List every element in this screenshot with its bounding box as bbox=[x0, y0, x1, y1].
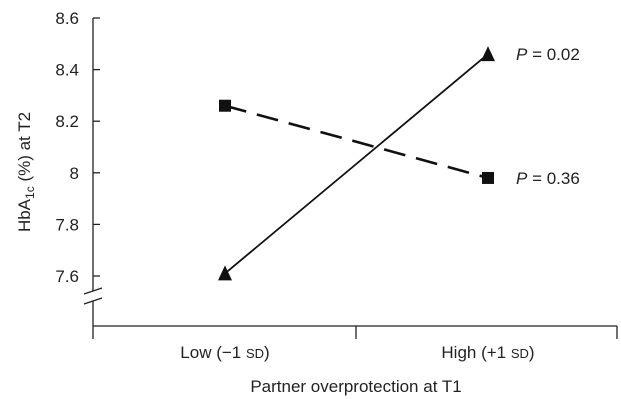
x-axis-title: Partner overprotection at T1 bbox=[250, 377, 461, 396]
y-tick-label: 8.4 bbox=[55, 61, 79, 80]
x-tick-label: High (+1 SD) bbox=[441, 343, 534, 362]
labels-layer: 7.6 7.8 8 8.2 8.4 8.6 Low (−1 SD) High (+1 SD) P… bbox=[15, 9, 580, 396]
axis-break-mark bbox=[83, 287, 103, 295]
data-point-square bbox=[219, 99, 231, 112]
y-tick-label: 8 bbox=[70, 164, 79, 183]
y-tick-label: 7.8 bbox=[55, 215, 79, 234]
p-value-annotation: P = 0.36 bbox=[516, 169, 580, 188]
axis-break-mark bbox=[83, 297, 103, 305]
data-point-triangle bbox=[218, 265, 232, 281]
axes bbox=[83, 17, 618, 339]
y-tick-label: 8.2 bbox=[55, 112, 79, 131]
series-line-dashed bbox=[224, 104, 489, 180]
y-tick-label: 7.6 bbox=[55, 267, 79, 286]
y-axis-title: HbA1c (%) at T2 bbox=[15, 112, 37, 232]
series-layer bbox=[218, 46, 495, 281]
p-value-annotation: P = 0.02 bbox=[516, 45, 580, 64]
x-tick-label: Low (−1 SD) bbox=[180, 343, 269, 362]
data-point-square bbox=[482, 171, 494, 184]
data-point-triangle bbox=[481, 46, 495, 62]
series-line-solid bbox=[224, 53, 489, 275]
y-tick-label: 8.6 bbox=[55, 9, 79, 28]
